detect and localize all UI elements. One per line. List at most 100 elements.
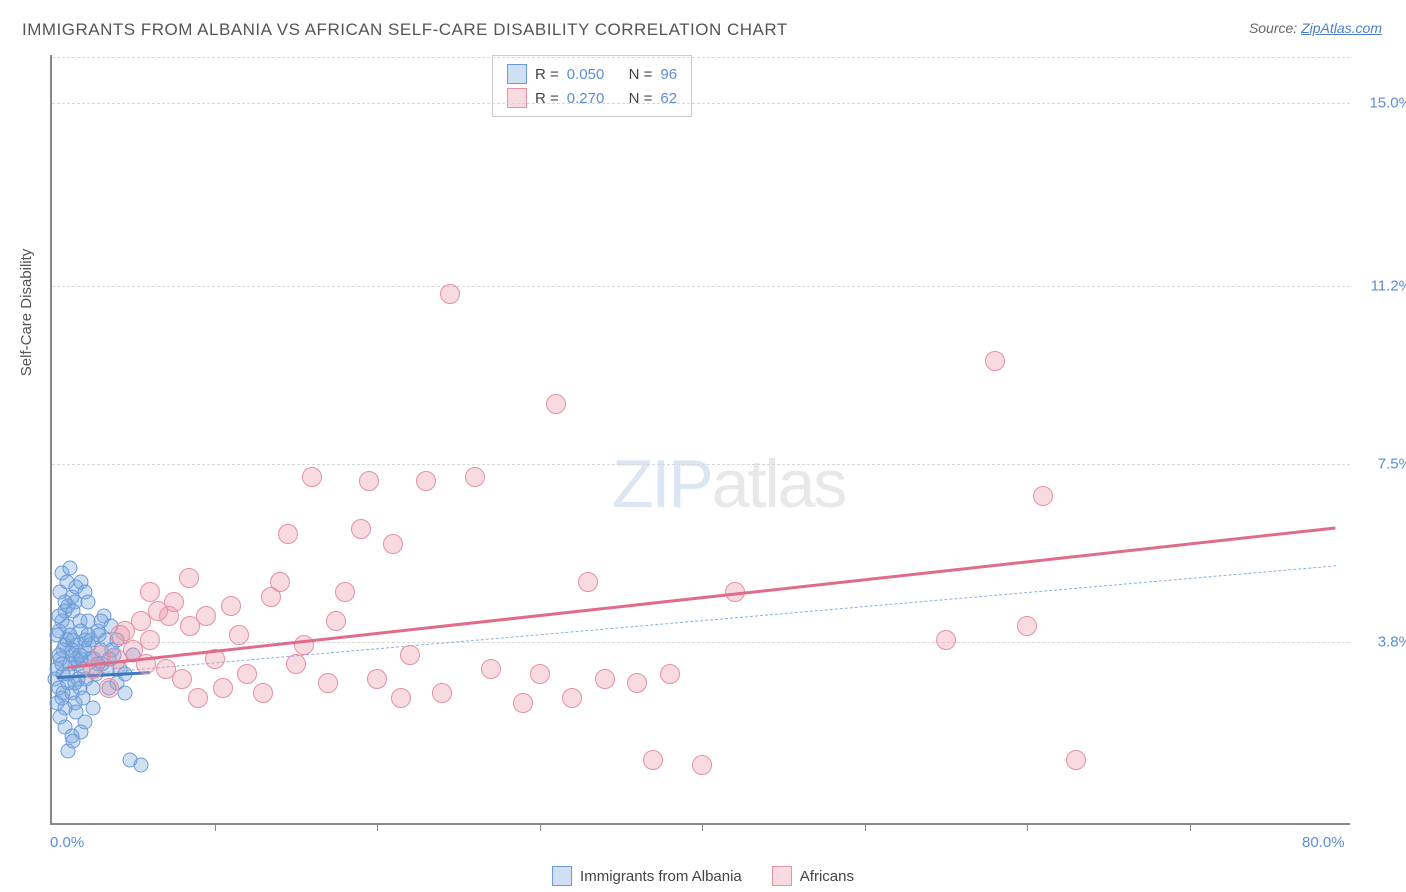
legend-r-albania: 0.050 <box>567 66 605 83</box>
scatter-point-africans <box>400 645 420 665</box>
stats-legend: R = 0.050 N = 96 R = 0.270 N = 62 <box>492 55 692 117</box>
scatter-point-albania <box>62 560 77 575</box>
scatter-point-africans <box>351 519 371 539</box>
source-link[interactable]: ZipAtlas.com <box>1301 20 1382 36</box>
scatter-point-africans <box>383 534 403 554</box>
scatter-point-africans <box>140 582 160 602</box>
gridline <box>52 464 1350 465</box>
scatter-point-africans <box>213 678 233 698</box>
xtick-mark <box>865 823 866 831</box>
scatter-point-africans <box>432 683 452 703</box>
scatter-point-africans <box>335 582 355 602</box>
ytick-label: 7.5% <box>1378 456 1406 473</box>
scatter-point-africans <box>513 693 533 713</box>
watermark-zip: ZIP <box>612 446 712 522</box>
ytick-label: 3.8% <box>1378 634 1406 651</box>
scatter-point-africans <box>1033 486 1053 506</box>
xtick-mark <box>377 823 378 831</box>
xtick-mark <box>1190 823 1191 831</box>
scatter-point-africans <box>359 471 379 491</box>
xtick-mark <box>702 823 703 831</box>
scatter-point-albania <box>66 734 81 749</box>
scatter-point-albania <box>85 681 100 696</box>
scatter-point-africans <box>159 606 179 626</box>
xtick-mark <box>540 823 541 831</box>
gridline <box>52 642 1350 643</box>
scatter-point-africans <box>1066 750 1086 770</box>
bottom-label-albania: Immigrants from Albania <box>580 868 742 885</box>
series-legend: Immigrants from Albania Africans <box>552 866 854 886</box>
scatter-point-africans <box>465 467 485 487</box>
scatter-point-africans <box>253 683 273 703</box>
scatter-point-albania <box>118 686 133 701</box>
scatter-point-africans <box>261 587 281 607</box>
legend-n-albania: 96 <box>660 66 677 83</box>
legend-swatch-albania <box>507 64 527 84</box>
scatter-point-africans <box>391 688 411 708</box>
scatter-point-africans <box>936 630 956 650</box>
watermark-atlas: atlas <box>712 446 846 522</box>
scatter-point-africans <box>302 467 322 487</box>
legend-r-label: R = <box>535 66 559 83</box>
scatter-point-africans <box>692 755 712 775</box>
plot-area: ZIPatlas R = 0.050 N = 96 R = 0.270 N = … <box>50 55 1350 825</box>
legend-row-africans: R = 0.270 N = 62 <box>507 86 677 110</box>
scatter-point-africans <box>221 596 241 616</box>
scatter-point-africans <box>326 611 346 631</box>
y-axis-label: Self-Care Disability <box>18 249 35 377</box>
scatter-point-africans <box>318 673 338 693</box>
trend-line-albania <box>57 565 1336 677</box>
scatter-point-albania <box>85 700 100 715</box>
legend-swatch-africans <box>507 88 527 108</box>
xtick-label: 80.0% <box>1302 834 1345 851</box>
scatter-point-africans <box>578 572 598 592</box>
scatter-point-africans <box>530 664 550 684</box>
bottom-label-africans: Africans <box>800 868 854 885</box>
scatter-point-albania <box>80 594 95 609</box>
scatter-point-albania <box>134 758 149 773</box>
gridline <box>52 57 1350 58</box>
xtick-label: 0.0% <box>50 834 84 851</box>
xtick-mark <box>215 823 216 831</box>
scatter-point-africans <box>140 630 160 650</box>
xtick-mark <box>1027 823 1028 831</box>
ytick-label: 15.0% <box>1369 95 1406 112</box>
bottom-swatch-albania <box>552 866 572 886</box>
chart-title: IMMIGRANTS FROM ALBANIA VS AFRICAN SELF-… <box>22 20 788 40</box>
scatter-point-africans <box>278 524 298 544</box>
scatter-point-africans <box>627 673 647 693</box>
ytick-label: 11.2% <box>1371 278 1406 295</box>
scatter-point-africans <box>546 394 566 414</box>
scatter-point-africans <box>660 664 680 684</box>
bottom-legend-albania: Immigrants from Albania <box>552 866 742 886</box>
source-attribution: Source: ZipAtlas.com <box>1249 20 1382 36</box>
scatter-point-albania <box>93 613 108 628</box>
scatter-point-albania <box>58 594 73 609</box>
scatter-point-africans <box>294 635 314 655</box>
scatter-point-albania <box>66 633 81 648</box>
legend-row-albania: R = 0.050 N = 96 <box>507 62 677 86</box>
scatter-point-africans <box>196 606 216 626</box>
scatter-point-africans <box>1017 616 1037 636</box>
scatter-point-africans <box>188 688 208 708</box>
scatter-point-albania <box>56 686 71 701</box>
scatter-point-africans <box>562 688 582 708</box>
bottom-legend-africans: Africans <box>772 866 854 886</box>
scatter-point-africans <box>643 750 663 770</box>
bottom-swatch-africans <box>772 866 792 886</box>
watermark: ZIPatlas <box>612 445 845 523</box>
source-prefix: Source: <box>1249 20 1297 36</box>
scatter-point-africans <box>179 568 199 588</box>
scatter-point-africans <box>110 625 130 645</box>
scatter-point-africans <box>286 654 306 674</box>
scatter-point-africans <box>172 669 192 689</box>
scatter-point-albania <box>80 628 95 643</box>
scatter-point-albania <box>51 609 66 624</box>
scatter-point-africans <box>595 669 615 689</box>
scatter-point-africans <box>481 659 501 679</box>
scatter-point-africans <box>985 351 1005 371</box>
scatter-point-albania <box>72 647 87 662</box>
scatter-point-albania <box>77 714 92 729</box>
legend-n-label: N = <box>629 66 653 83</box>
scatter-point-africans <box>440 284 460 304</box>
